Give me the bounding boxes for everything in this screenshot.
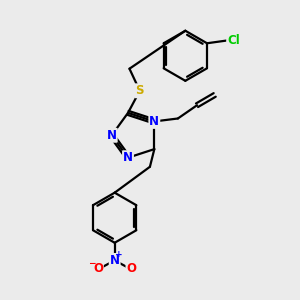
- Text: O: O: [127, 262, 136, 275]
- Text: N: N: [123, 151, 133, 164]
- Text: +: +: [115, 250, 123, 259]
- Text: N: N: [149, 115, 159, 128]
- Text: N: N: [107, 129, 117, 142]
- Text: O: O: [93, 262, 103, 275]
- Text: Cl: Cl: [227, 34, 240, 47]
- Text: −: −: [88, 259, 95, 268]
- Text: S: S: [136, 84, 144, 97]
- Text: N: N: [110, 254, 120, 267]
